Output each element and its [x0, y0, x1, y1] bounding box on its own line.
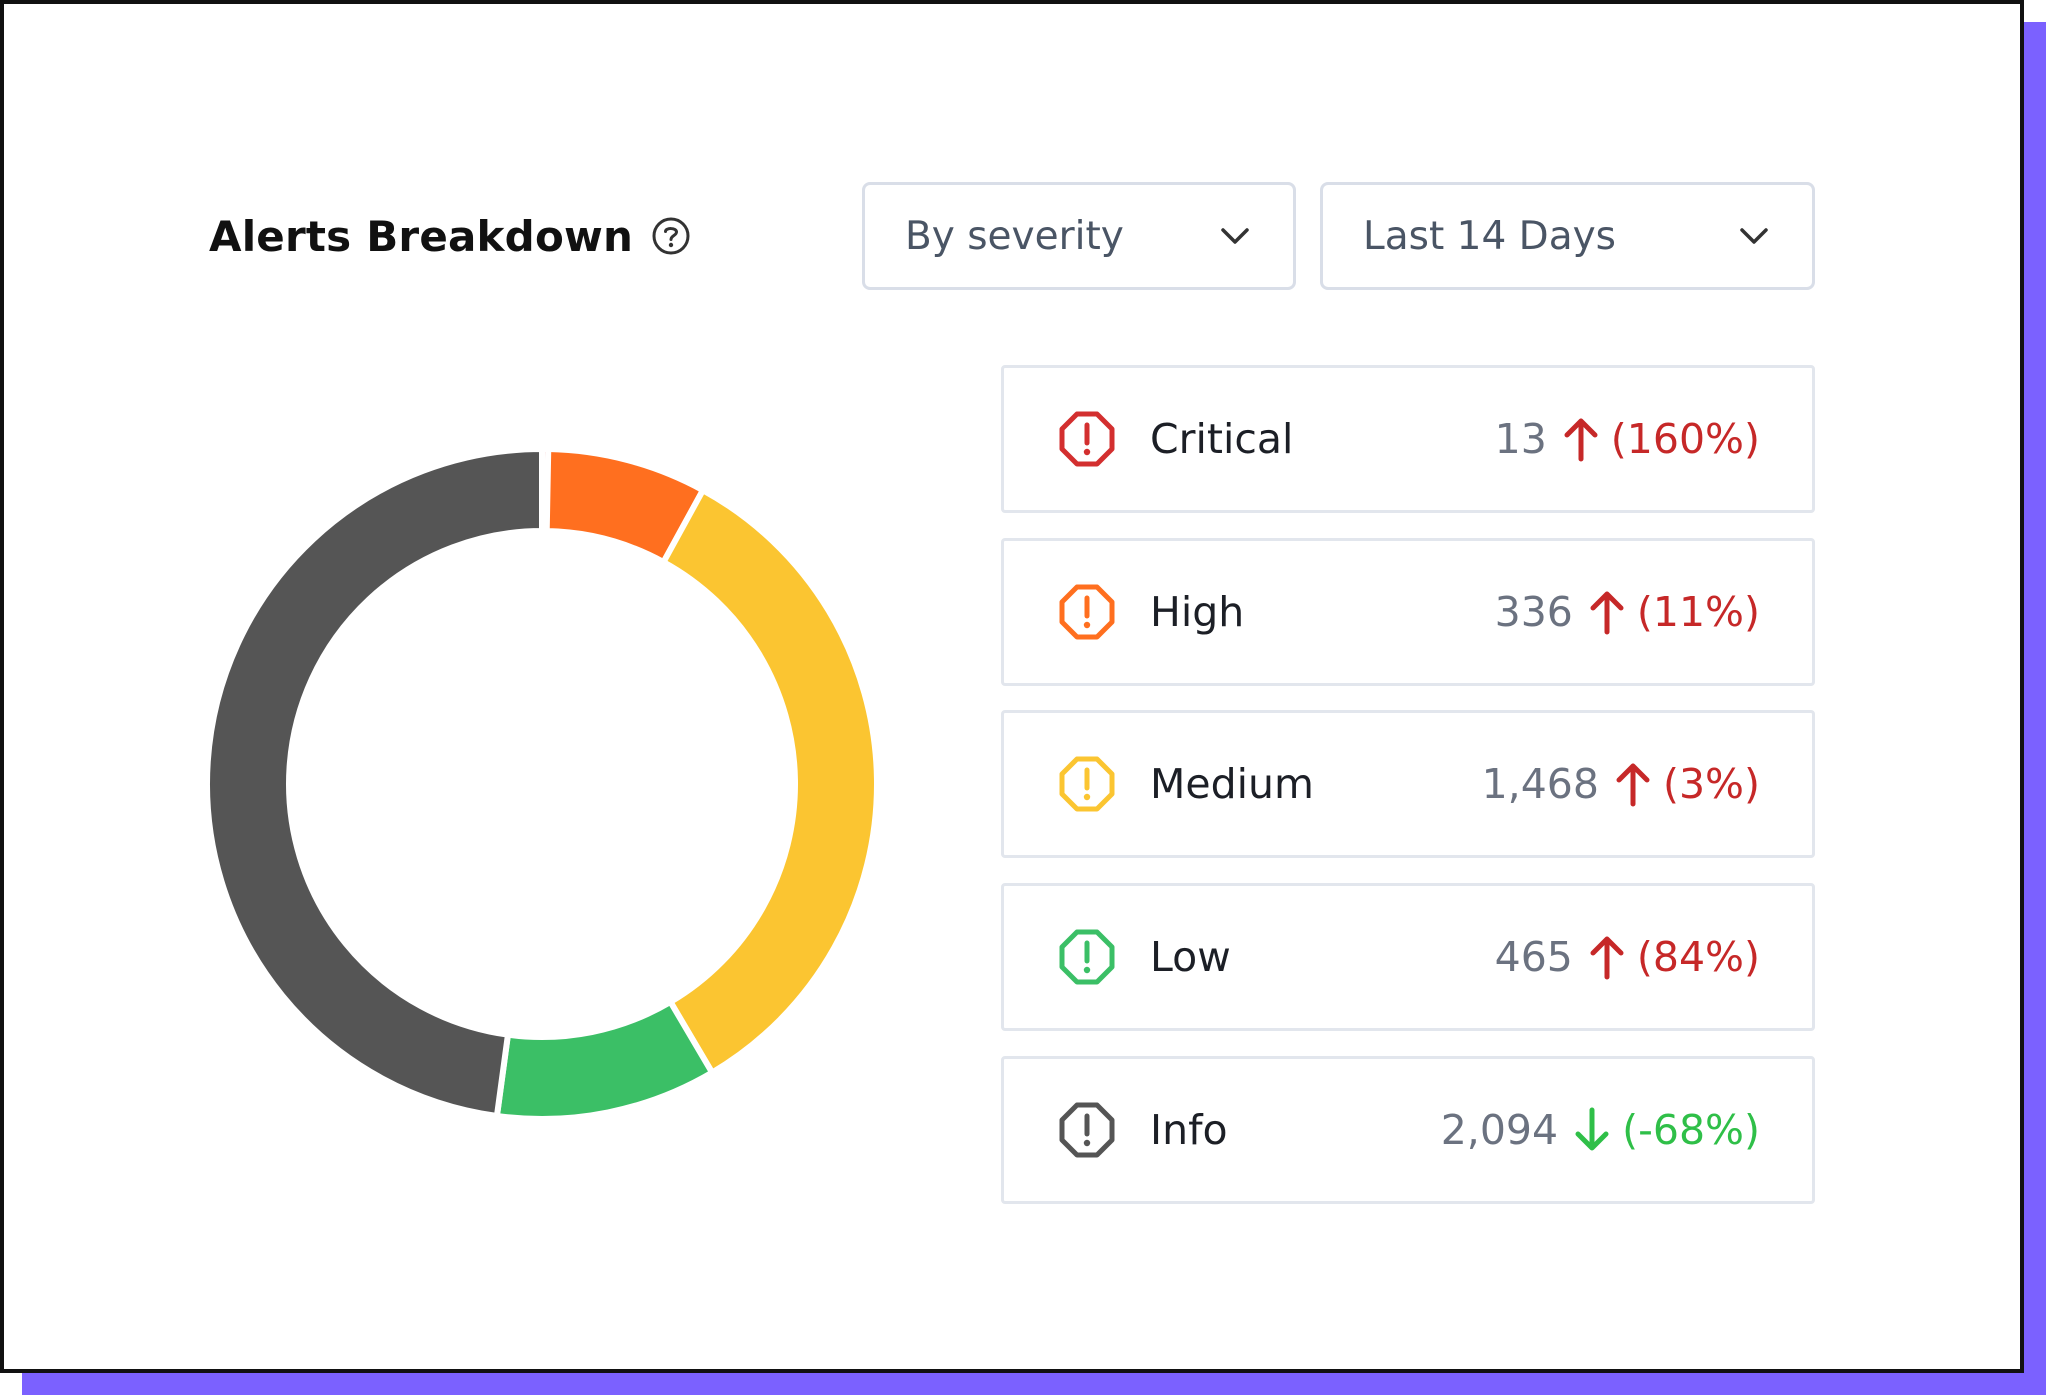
card-title: Alerts Breakdown	[209, 211, 634, 261]
group-by-value: By severity	[905, 213, 1124, 259]
alert-octagon-icon	[1058, 1101, 1116, 1159]
help-circle-icon[interactable]	[651, 216, 691, 256]
severity-change: (84%)	[1636, 933, 1760, 981]
alert-octagon-icon	[1058, 755, 1116, 813]
alert-octagon-icon	[1058, 410, 1116, 468]
severity-count: 336	[1494, 588, 1573, 636]
arrow-down-icon	[1570, 1106, 1614, 1154]
arrow-up-icon	[1585, 933, 1629, 981]
severity-change: (-68%)	[1622, 1106, 1760, 1154]
severity-label: High	[1150, 588, 1245, 636]
severity-count: 1,468	[1481, 760, 1599, 808]
card-header: Alerts Breakdown	[209, 209, 691, 263]
severity-row-high[interactable]: High 336 (11%)	[1001, 538, 1815, 686]
severity-row-info[interactable]: Info 2,094 (-68%)	[1001, 1056, 1815, 1204]
chevron-down-icon	[1215, 216, 1255, 256]
severity-row-critical[interactable]: Critical 13 (160%)	[1001, 365, 1815, 513]
severity-row-low[interactable]: Low 465 (84%)	[1001, 883, 1815, 1031]
alert-octagon-icon	[1058, 583, 1116, 641]
severity-row-medium[interactable]: Medium 1,468 (3%)	[1001, 710, 1815, 858]
donut-slice-medium[interactable]	[659, 486, 880, 1077]
chevron-down-icon	[1734, 216, 1774, 256]
severity-label: Info	[1150, 1106, 1228, 1154]
severity-change: (3%)	[1662, 760, 1760, 808]
severity-count: 465	[1494, 933, 1573, 981]
date-range-dropdown[interactable]: Last 14 Days	[1320, 182, 1815, 290]
severity-change: (11%)	[1636, 588, 1760, 636]
severity-label: Medium	[1150, 760, 1314, 808]
severity-change: (160%)	[1610, 415, 1760, 463]
alerts-breakdown-card: Alerts Breakdown By severity Last 14 Day…	[0, 0, 2024, 1373]
arrow-up-icon	[1585, 588, 1629, 636]
arrow-up-icon	[1611, 760, 1655, 808]
donut-slice-info[interactable]	[204, 445, 545, 1120]
donut-slice-low[interactable]	[493, 997, 717, 1122]
arrow-up-icon	[1559, 415, 1603, 463]
alert-octagon-icon	[1058, 928, 1116, 986]
date-range-value: Last 14 Days	[1363, 213, 1616, 259]
severity-label: Low	[1150, 933, 1231, 981]
severity-count: 13	[1494, 415, 1547, 463]
severity-donut-chart	[202, 444, 882, 1124]
severity-label: Critical	[1150, 415, 1294, 463]
severity-count: 2,094	[1440, 1106, 1559, 1154]
group-by-dropdown[interactable]: By severity	[862, 182, 1296, 290]
